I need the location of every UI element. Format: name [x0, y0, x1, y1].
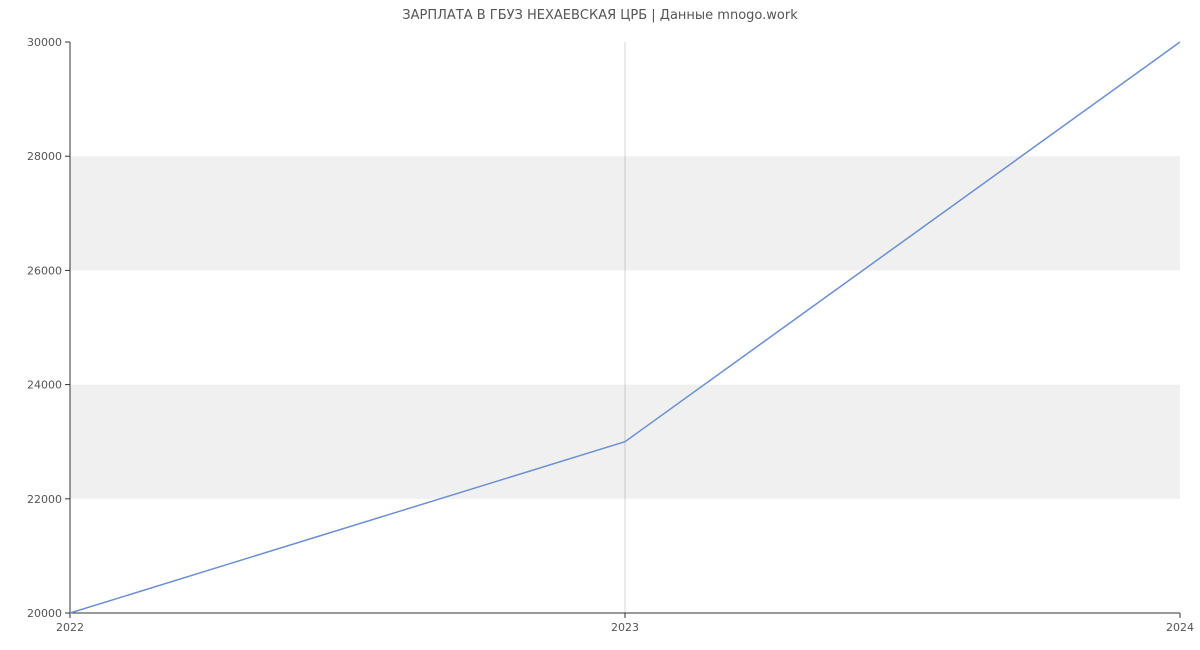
y-tick-label: 22000: [27, 493, 62, 506]
chart-svg: 20000 22000 24000 26000 28000 30000 2022 2023 20…: [0, 0, 1200, 650]
chart-container: ЗАРПЛАТА В ГБУЗ НЕХАЕВСКАЯ ЦРБ | Данные …: [0, 0, 1200, 650]
y-tick-label: 28000: [27, 150, 62, 163]
x-tick-label: 2022: [56, 621, 84, 634]
y-tick-label: 26000: [27, 264, 62, 277]
y-tick-label: 24000: [27, 379, 62, 392]
x-tick-label: 2023: [611, 621, 639, 634]
y-tick-label: 30000: [27, 36, 62, 49]
x-tick-label: 2024: [1166, 621, 1194, 634]
y-tick-label: 20000: [27, 607, 62, 620]
